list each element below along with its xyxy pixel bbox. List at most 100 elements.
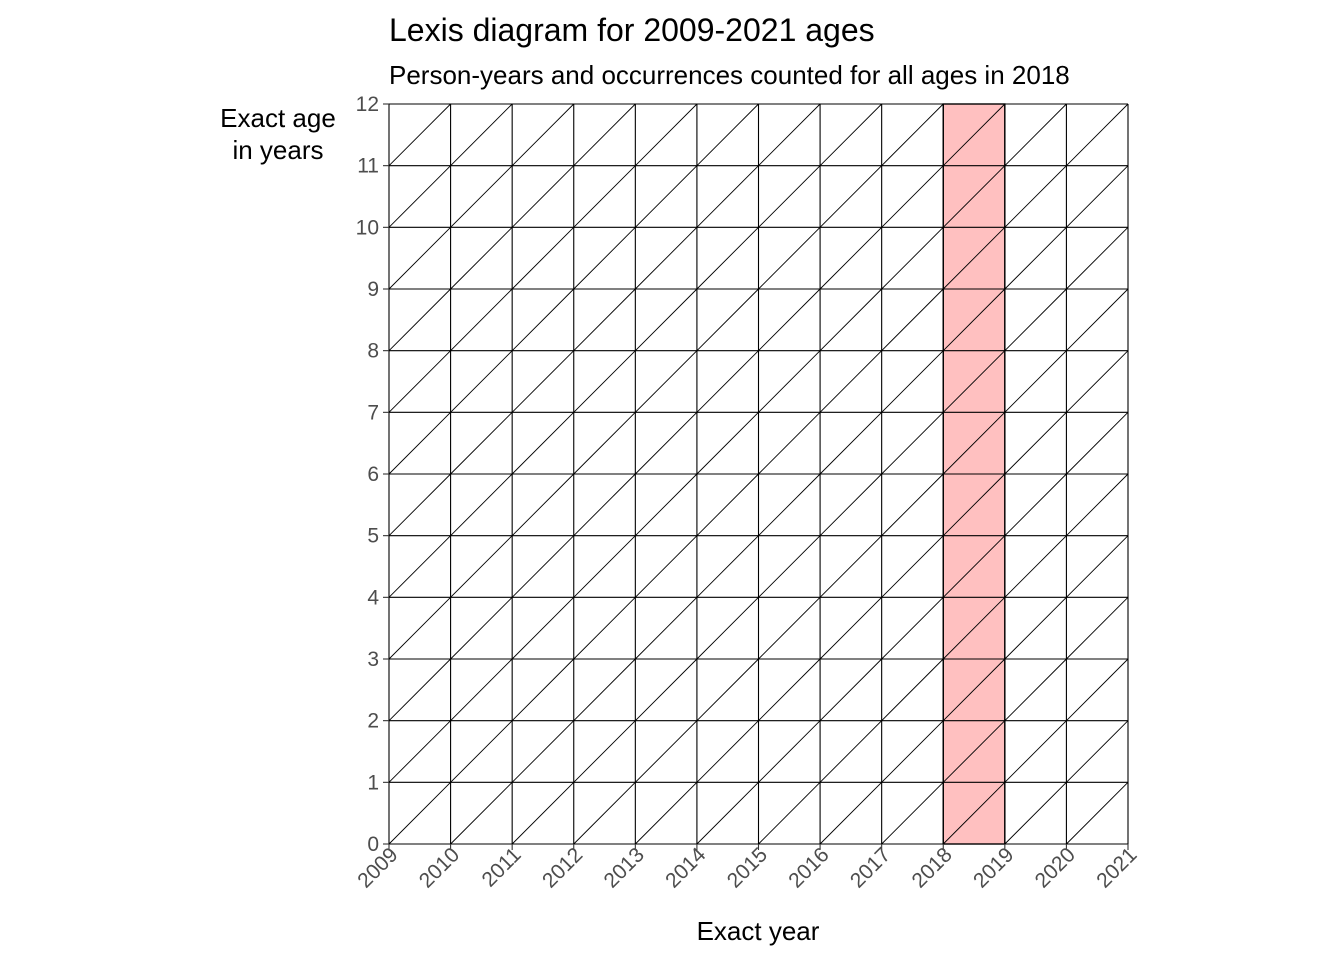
cohort-diagonal-2009-age-0 bbox=[388, 782, 451, 845]
cohort-diagonal-2012-age-3 bbox=[573, 597, 636, 660]
x-tick-label-2018: 2018 bbox=[907, 843, 956, 892]
cohort-diagonal-2010-age-11 bbox=[450, 103, 513, 166]
cohort-diagonal-2016-age-0 bbox=[819, 782, 882, 845]
cohort-diagonal-2016-age-1 bbox=[819, 720, 882, 783]
cohort-diagonal-2009-age-6 bbox=[388, 412, 451, 475]
y-tick-label-3: 3 bbox=[367, 648, 379, 671]
cohort-diagonal-2017-age-4 bbox=[881, 535, 944, 598]
cohort-diagonal-2020-age-11 bbox=[1066, 103, 1129, 166]
cohort-diagonal-2014-age-4 bbox=[696, 535, 759, 598]
cohort-diagonal-2011-age-10 bbox=[511, 165, 575, 228]
y-tick-label-10: 10 bbox=[356, 216, 379, 239]
cohort-diagonal-2009-age-1 bbox=[388, 720, 451, 783]
cohort-diagonal-2012-age-4 bbox=[573, 535, 636, 598]
y-axis-title-line-2: in years bbox=[232, 135, 323, 165]
cohort-diagonal-2014-age-8 bbox=[696, 288, 759, 351]
x-tick-label-2012: 2012 bbox=[538, 843, 587, 892]
cohort-diagonal-2016-age-8 bbox=[819, 288, 882, 351]
cohort-diagonal-2011-age-4 bbox=[511, 535, 575, 598]
cohort-diagonal-2010-age-5 bbox=[450, 473, 513, 536]
cohort-diagonal-2014-age-7 bbox=[696, 350, 759, 413]
cohort-diagonal-2013-age-10 bbox=[635, 165, 698, 228]
cohort-diagonal-2012-age-1 bbox=[573, 720, 636, 783]
y-axis-title-line-1: Exact age bbox=[220, 103, 336, 133]
cohort-diagonal-2018-age-1 bbox=[942, 720, 1006, 783]
cohort-diagonal-2012-age-2 bbox=[573, 658, 636, 721]
cohort-diagonal-2017-age-5 bbox=[881, 473, 944, 536]
cohort-diagonal-2012-age-5 bbox=[573, 473, 636, 536]
cohort-diagonal-2010-age-10 bbox=[450, 165, 513, 228]
cohort-diagonal-2014-age-5 bbox=[696, 473, 759, 536]
cohort-diagonal-2017-age-11 bbox=[881, 103, 944, 166]
cohort-diagonal-2010-age-0 bbox=[450, 782, 513, 845]
cohort-diagonal-2009-age-9 bbox=[388, 227, 451, 290]
x-tick-label-2013: 2013 bbox=[600, 843, 649, 892]
y-tick-label-7: 7 bbox=[367, 401, 379, 424]
cohort-diagonal-2017-age-1 bbox=[881, 720, 944, 783]
cohort-diagonal-2014-age-3 bbox=[696, 597, 759, 660]
cohort-diagonal-2012-age-8 bbox=[573, 288, 636, 351]
cohort-diagonal-2020-age-6 bbox=[1066, 412, 1129, 475]
cohort-diagonal-2016-age-3 bbox=[819, 597, 882, 660]
cohort-diagonal-2014-age-0 bbox=[696, 782, 759, 845]
x-tick-label-2016: 2016 bbox=[784, 843, 833, 892]
cohort-diagonal-2010-age-3 bbox=[450, 597, 513, 660]
cohort-diagonal-2014-age-6 bbox=[696, 412, 759, 475]
cohort-diagonal-2010-age-6 bbox=[450, 412, 513, 475]
cohort-diagonal-2009-age-8 bbox=[388, 288, 451, 351]
cohort-diagonal-2014-age-1 bbox=[696, 720, 759, 783]
x-tick-label-2015: 2015 bbox=[723, 843, 772, 892]
cohort-diagonal-2016-age-7 bbox=[819, 350, 882, 413]
cohort-diagonal-2020-age-3 bbox=[1066, 597, 1129, 660]
cohort-diagonal-2012-age-6 bbox=[573, 412, 636, 475]
cohort-diagonal-2013-age-0 bbox=[635, 782, 698, 845]
cohort-diagonal-2012-age-9 bbox=[573, 227, 636, 290]
cohort-diagonal-2016-age-6 bbox=[819, 412, 882, 475]
cohort-diagonal-2017-age-6 bbox=[881, 412, 944, 475]
cohort-diagonal-2009-age-2 bbox=[388, 658, 451, 721]
cohort-diagonal-2019-age-10 bbox=[1004, 165, 1067, 228]
cohort-diagonal-2015-age-6 bbox=[758, 412, 821, 475]
cohort-diagonal-2018-age-8 bbox=[942, 288, 1006, 351]
cohort-diagonal-2013-age-6 bbox=[635, 412, 698, 475]
cohort-diagonal-2019-age-3 bbox=[1004, 597, 1067, 660]
cohort-diagonal-2019-age-0 bbox=[1004, 782, 1067, 845]
y-tick-label-1: 1 bbox=[367, 771, 379, 794]
cohort-diagonal-2017-age-9 bbox=[881, 227, 944, 290]
cohort-diagonal-2012-age-11 bbox=[573, 103, 636, 166]
cohort-diagonal-2015-age-10 bbox=[758, 165, 821, 228]
cohort-diagonal-2010-age-7 bbox=[450, 350, 513, 413]
cohort-diagonal-2015-age-11 bbox=[758, 103, 821, 166]
cohort-diagonal-2018-age-11 bbox=[942, 103, 1006, 166]
cohort-diagonal-2012-age-10 bbox=[573, 165, 636, 228]
cohort-diagonal-2009-age-7 bbox=[388, 350, 451, 413]
cohort-diagonal-2018-age-0 bbox=[942, 782, 1006, 845]
x-tick-label-2021: 2021 bbox=[1092, 843, 1141, 892]
cohort-diagonal-2018-age-3 bbox=[942, 597, 1006, 660]
cohort-diagonal-2016-age-2 bbox=[819, 658, 882, 721]
cohort-diagonal-2013-age-9 bbox=[635, 227, 698, 290]
cohort-diagonal-2018-age-9 bbox=[942, 227, 1006, 290]
x-tick-label-2011: 2011 bbox=[477, 843, 525, 891]
cohort-diagonal-2011-age-1 bbox=[511, 720, 575, 783]
cohort-diagonal-2020-age-7 bbox=[1066, 350, 1129, 413]
cohort-diagonal-2020-age-1 bbox=[1066, 720, 1129, 783]
y-tick-label-8: 8 bbox=[367, 340, 379, 363]
cohort-diagonal-2016-age-11 bbox=[819, 103, 882, 166]
y-tick-label-5: 5 bbox=[367, 525, 379, 548]
cohort-diagonal-2020-age-2 bbox=[1066, 658, 1129, 721]
x-tick-label-2010: 2010 bbox=[415, 843, 464, 892]
y-tick-label-6: 6 bbox=[367, 463, 379, 486]
y-tick-label-11: 11 bbox=[357, 155, 379, 178]
cohort-diagonal-2010-age-1 bbox=[450, 720, 513, 783]
cohort-diagonal-2014-age-2 bbox=[696, 658, 759, 721]
cohort-diagonal-2018-age-4 bbox=[942, 535, 1006, 598]
cohort-diagonal-2010-age-8 bbox=[450, 288, 513, 351]
cohort-diagonal-2014-age-9 bbox=[696, 227, 759, 290]
x-tick-label-2020: 2020 bbox=[1031, 843, 1080, 892]
cohort-diagonal-2020-age-8 bbox=[1066, 288, 1129, 351]
cohort-diagonal-2011-age-6 bbox=[511, 412, 575, 475]
cohort-diagonal-2011-age-9 bbox=[511, 227, 575, 290]
cohort-diagonal-2015-age-8 bbox=[758, 288, 821, 351]
x-tick-label-2009: 2009 bbox=[353, 843, 402, 892]
